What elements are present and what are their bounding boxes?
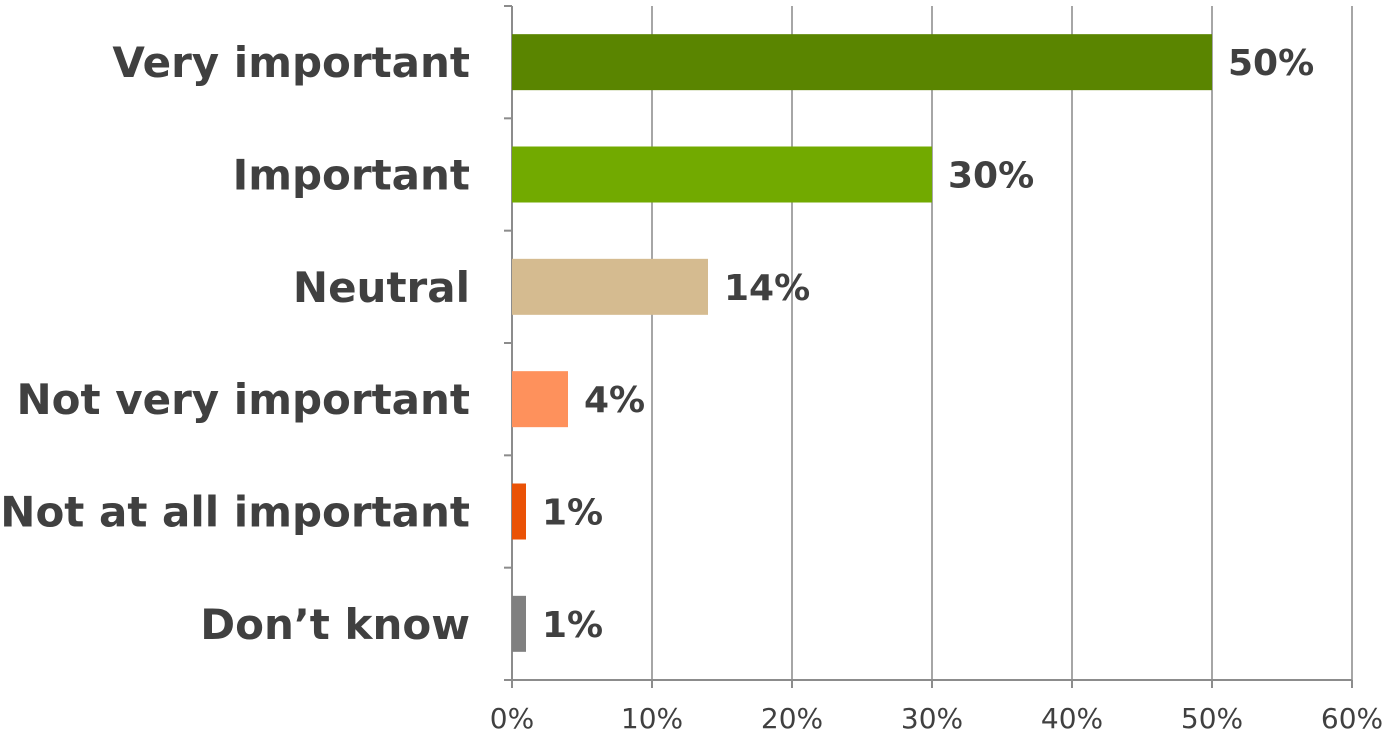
- bar-4: [512, 483, 526, 540]
- grid-layer: [651, 6, 1353, 680]
- data-label: 4%: [584, 380, 645, 421]
- x-tick-label: 30%: [901, 702, 963, 734]
- data-label: 50%: [1228, 43, 1314, 84]
- category-label: Don’t know: [200, 600, 470, 649]
- bar-0: [512, 34, 1212, 91]
- label-layer: 0% 10% 20% 30% 40% 50% 60% Very important 50% Imp…: [0, 38, 1383, 734]
- bar-5: [512, 595, 526, 652]
- category-label: Not at all important: [0, 488, 470, 537]
- category-label: Not very important: [17, 375, 470, 424]
- axis-layer: [504, 5, 1353, 688]
- bar-layer: [512, 34, 1212, 652]
- x-tick-label: 0%: [490, 702, 534, 734]
- x-tick-label: 60%: [1321, 702, 1383, 734]
- x-tick-label: 20%: [761, 702, 823, 734]
- x-tick-label: 10%: [621, 702, 683, 734]
- x-tick-label: 50%: [1181, 702, 1243, 734]
- category-label: Very important: [112, 38, 470, 87]
- category-label: Important: [233, 151, 470, 200]
- data-label: 1%: [542, 493, 603, 534]
- x-tick-label: 40%: [1041, 702, 1103, 734]
- bar-1: [512, 146, 932, 203]
- data-label: 14%: [724, 268, 810, 309]
- bar-3: [512, 371, 568, 428]
- category-label: Neutral: [293, 263, 470, 312]
- data-label: 1%: [542, 605, 603, 646]
- data-label: 30%: [948, 156, 1034, 197]
- bar-2: [512, 258, 708, 315]
